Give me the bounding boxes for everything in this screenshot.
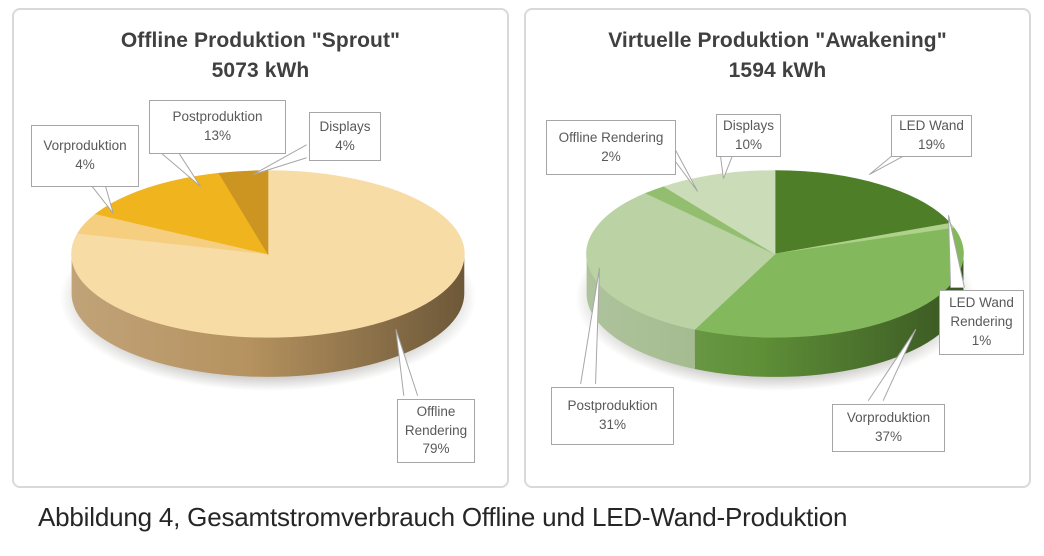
label-text: Postproduktion xyxy=(567,398,658,414)
data-label-displays: Displays 4% xyxy=(309,112,381,161)
pie-wall-vorproduktion xyxy=(694,253,964,377)
chart-title-text: Virtuelle Produktion "Awakening" xyxy=(608,29,947,52)
figure-caption: Abbildung 4, Gesamtstromverbrauch Offlin… xyxy=(38,502,848,532)
label-pct: 1% xyxy=(971,332,992,348)
callout-leader-line xyxy=(395,329,419,396)
label-text: LED Wand xyxy=(899,118,964,134)
label-pct: 4% xyxy=(335,137,355,153)
callout-leader-line xyxy=(674,148,699,192)
label-pct: 19% xyxy=(917,137,946,152)
pie-wall-offline-rendering xyxy=(71,253,465,377)
pie-wall-postproduktion xyxy=(586,253,695,369)
callout-leader-line xyxy=(719,155,733,179)
callout-leader-line xyxy=(580,267,600,384)
pie-chart-virtuelle-produktion xyxy=(575,148,975,401)
data-label-led-wand: LED Wand 19% xyxy=(891,115,972,157)
data-label-postproduktion: Postproduktion 13% xyxy=(149,100,286,154)
callout-leader-line xyxy=(160,152,201,187)
chart-title-text: Offline Produktion "Sprout" xyxy=(120,29,401,52)
data-label-led-wand-rendering: LED Wand Rendering 1% xyxy=(939,290,1024,355)
pie-slice-postproduktion xyxy=(586,192,776,330)
data-label-offline-rendering: Offline Rendering 79% xyxy=(397,399,475,463)
chart-panel-virtuelle-produktion: Virtuelle Produktion "Awakening" 1594 kW… xyxy=(524,8,1031,488)
callout-leader-line xyxy=(868,155,905,176)
label-text: Postproduktion xyxy=(172,109,263,125)
label-text: LED Wand Rendering xyxy=(949,295,1014,330)
label-text: Displays xyxy=(319,118,371,134)
label-pct: 31% xyxy=(598,417,627,432)
data-label-postproduktion: Postproduktion 31% xyxy=(551,387,674,445)
chart-panel-offline-produktion: Offline Produktion "Sprout" 5073 kWh Vor… xyxy=(12,8,509,488)
label-text: Displays xyxy=(722,117,774,133)
label-text: Offline Rendering xyxy=(404,403,468,438)
label-text: Vorproduktion xyxy=(846,410,931,426)
callout-leader-line xyxy=(91,185,114,214)
data-label-vorproduktion: Vorproduktion 4% xyxy=(31,125,139,187)
callout-leader-line xyxy=(867,329,917,401)
pie-slice-led-wand xyxy=(774,170,951,255)
pie-slice-displays xyxy=(218,170,269,256)
label-pct: 10% xyxy=(734,136,763,152)
label-pct: 13% xyxy=(203,128,232,143)
chart-total-kwh: 5073 kWh xyxy=(211,59,310,82)
label-pct: 79% xyxy=(422,441,450,457)
pie-slice-displays xyxy=(663,170,776,255)
data-label-vorproduktion: Vorproduktion 37% xyxy=(832,404,945,452)
chart-total-kwh: 1594 kWh xyxy=(728,59,827,82)
label-pct: 37% xyxy=(874,429,903,444)
chart-title-offline: Offline Produktion "Sprout" 5073 kWh xyxy=(14,26,507,86)
chart-title-virtuell: Virtuelle Produktion "Awakening" 1594 kW… xyxy=(526,26,1029,86)
pie-slice-postproduktion xyxy=(95,172,269,255)
label-text: Offline Rendering xyxy=(558,129,664,145)
label-pct: 4% xyxy=(75,157,95,172)
data-label-offline-rendering: Offline Rendering 2% xyxy=(546,120,676,175)
data-label-displays: Displays 10% xyxy=(716,114,781,157)
label-text: Vorproduktion xyxy=(43,138,127,154)
label-pct: 2% xyxy=(601,148,621,164)
callout-leader-line xyxy=(252,144,307,176)
callout-leader-line xyxy=(948,215,965,288)
pie-slice-vorproduktion xyxy=(694,227,964,338)
pie-chart-offline-produktion xyxy=(59,144,477,396)
